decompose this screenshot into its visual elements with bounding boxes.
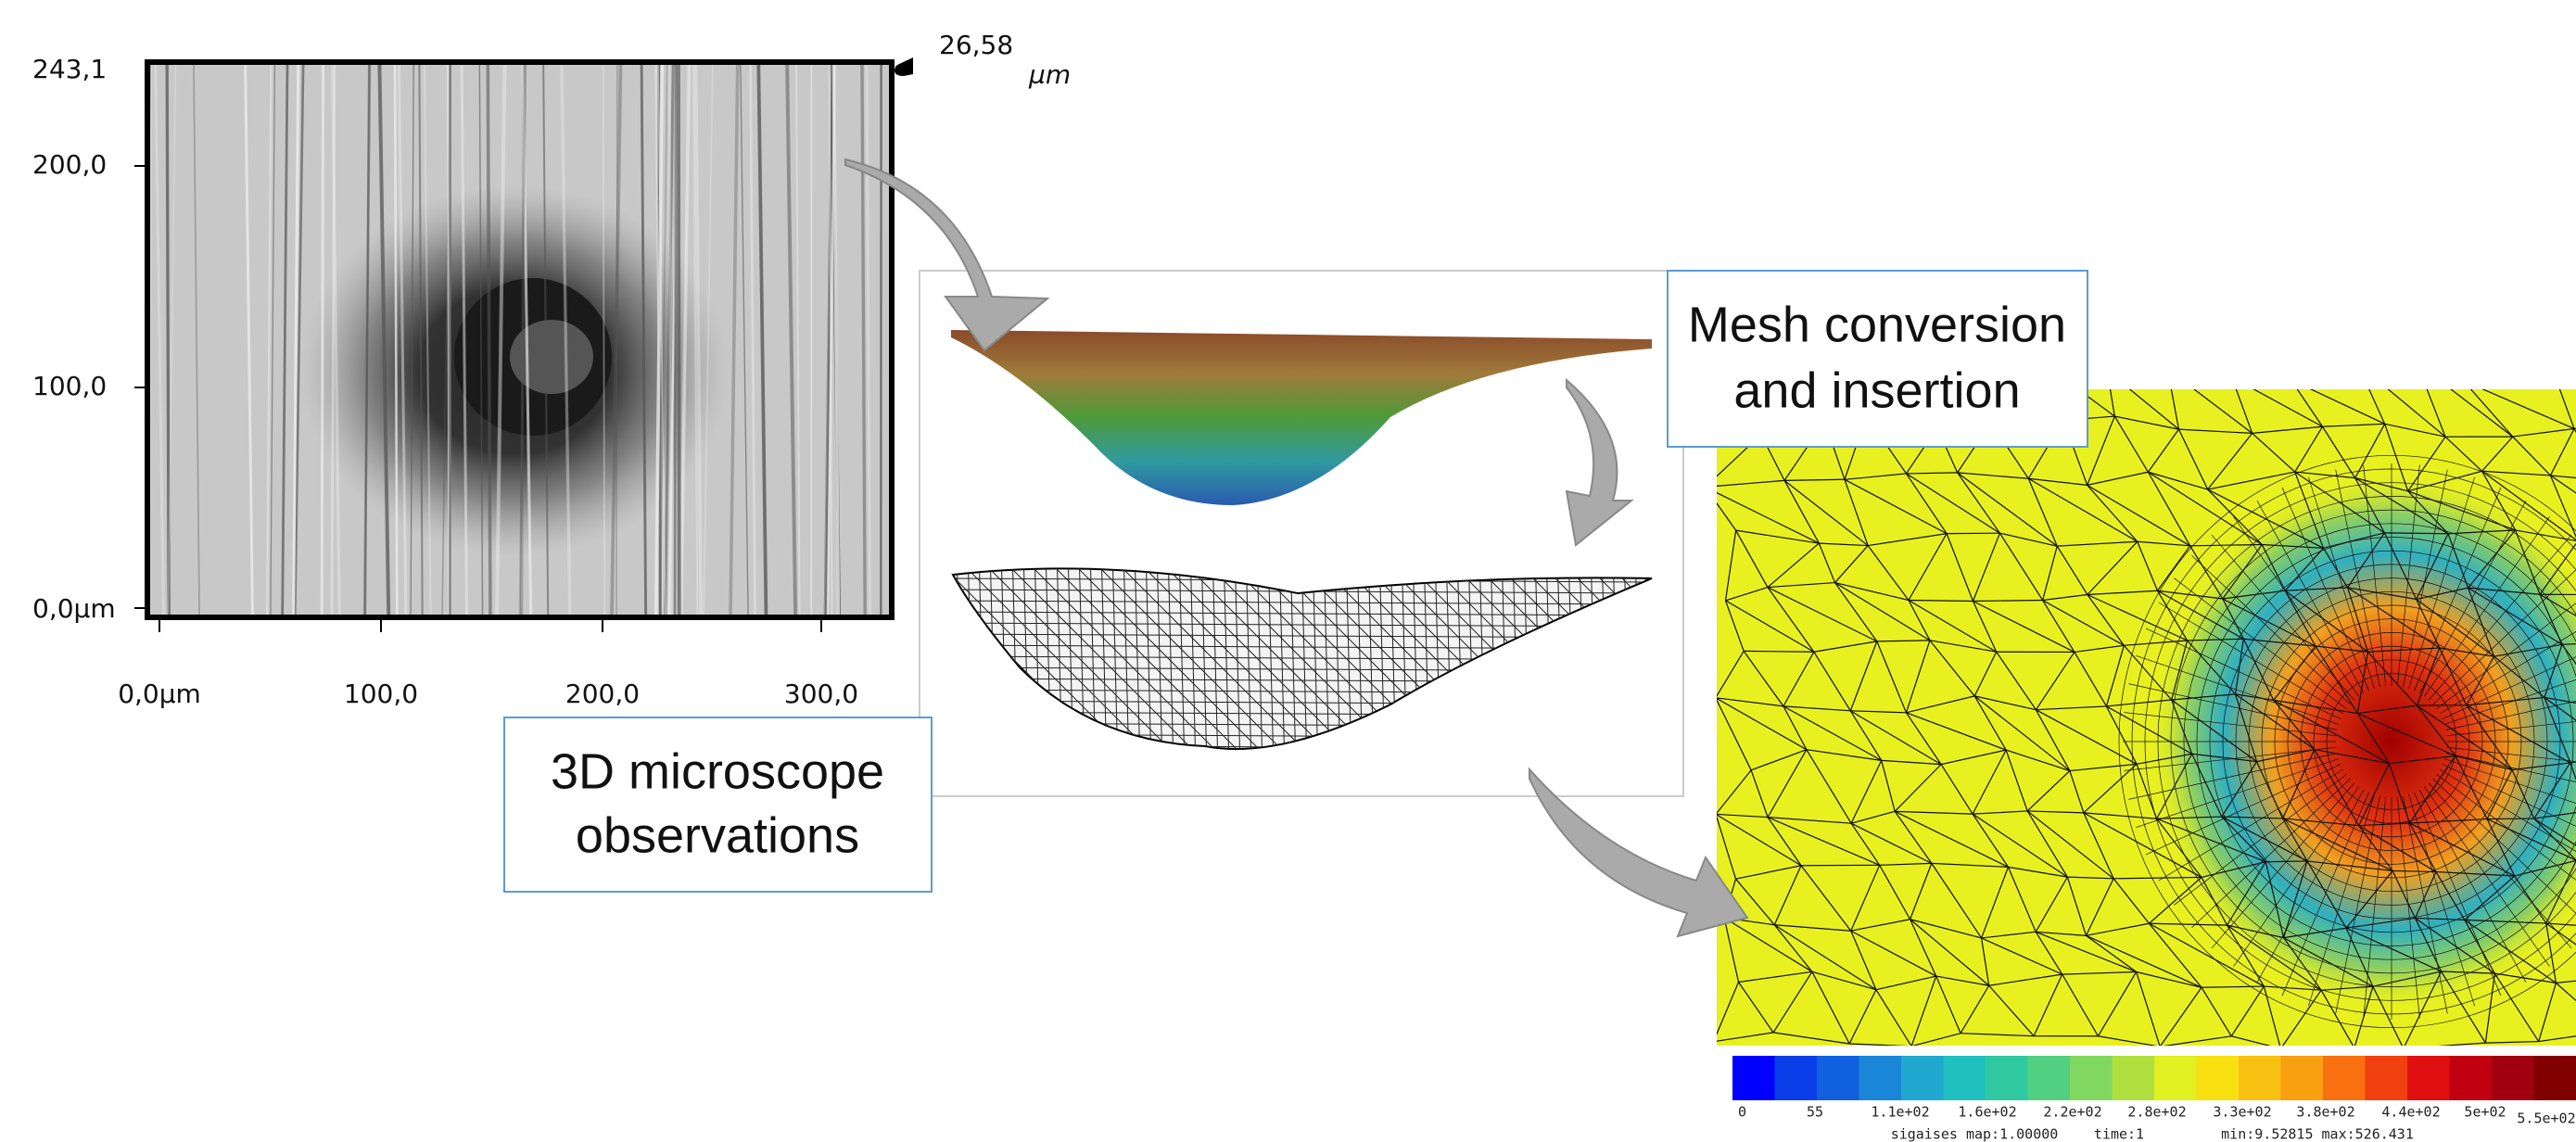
- depth-unit: µm: [1028, 59, 1071, 90]
- colorbar-label: 5e+02: [2464, 1104, 2506, 1121]
- colorbar-label: 1.6e+02: [1958, 1104, 2016, 1121]
- footer-text: time:1: [2094, 1126, 2144, 1142]
- label-text: observations: [576, 807, 859, 863]
- colorbar-segment: [1986, 1056, 2028, 1100]
- colorbar-segment: [2323, 1056, 2366, 1100]
- colorbar-segment: [2154, 1056, 2197, 1100]
- footer-text: min:9.52815 max:526.431: [2221, 1126, 2414, 1142]
- x-axis-label: 200,0: [565, 679, 640, 709]
- mesh-edge: [2463, 361, 2549, 380]
- colorbar-segment: [2450, 1056, 2493, 1100]
- label-text: 3D microscope: [551, 743, 884, 799]
- colorbar-label: 55: [1807, 1104, 1823, 1121]
- mesh-edge: [2549, 361, 2576, 365]
- colorbar-segment: [2407, 1056, 2450, 1100]
- x-axis-label: 0,0µm: [118, 679, 201, 709]
- colorbar-segment: [2197, 1056, 2240, 1100]
- label-text: Mesh conversion: [1688, 297, 2066, 352]
- colorbar-segment: [1859, 1056, 1902, 1100]
- colorbar-segment: [1944, 1056, 1986, 1100]
- label-text: and insertion: [1733, 362, 2020, 418]
- colorbar-segment: [2028, 1056, 2071, 1100]
- mesh-edge: [2232, 377, 2291, 380]
- scratch: [675, 62, 676, 617]
- colorbar-segment: [1817, 1056, 1859, 1100]
- footer-text: sigaises map:1.00000: [1891, 1126, 2059, 1142]
- colorbar-label: 0: [1738, 1104, 1746, 1121]
- depth-max: 26,58: [939, 30, 1013, 60]
- scratch: [669, 62, 671, 617]
- colorbar-segment: [2281, 1056, 2324, 1100]
- depth-marker: [895, 57, 913, 76]
- mesh-edge: [2357, 363, 2417, 364]
- scratch: [322, 62, 323, 617]
- mesh-edge: [2167, 369, 2231, 377]
- x-axis-label: 300,0: [784, 679, 858, 709]
- y-axis-label: 100,0: [32, 371, 107, 401]
- colorbar-segment: [2070, 1056, 2113, 1100]
- colorbar-label: 2.8e+02: [2127, 1104, 2186, 1121]
- microscope-image: [145, 62, 892, 617]
- colorbar-segment: [2366, 1056, 2408, 1100]
- mesh-edge: [2417, 363, 2463, 381]
- y-axis-label: 200,0: [32, 149, 107, 180]
- mesh-edge: [2290, 364, 2357, 380]
- colorbar: [1732, 1056, 2576, 1100]
- figure: 243,1 200,0 100,0 0,0µm 0,0µm 100,0 200,…: [0, 0, 2576, 1142]
- colorbar-label: 5.5e+02: [2517, 1110, 2575, 1127]
- colorbar-label: 3.3e+02: [2213, 1104, 2271, 1121]
- y-axis-label: 243,1: [32, 54, 107, 84]
- colorbar-label: 2.2e+02: [2043, 1104, 2101, 1121]
- colorbar-segment: [2113, 1056, 2155, 1100]
- colorbar-segment: [2534, 1056, 2576, 1100]
- colorbar-segment: [2492, 1056, 2534, 1100]
- colorbar-label: 3.8e+02: [2296, 1104, 2354, 1121]
- simulation-image: [1706, 361, 2576, 1142]
- colorbar-segment: [1775, 1056, 1818, 1100]
- mesh-edge: [2107, 369, 2167, 371]
- colorbar-segment: [1901, 1056, 1944, 1100]
- colorbar-segment: [2239, 1056, 2281, 1100]
- x-axis-label: 100,0: [344, 679, 418, 709]
- colorbar-segment: [1732, 1056, 1775, 1100]
- colorbar-label: 1.1e+02: [1871, 1104, 1929, 1121]
- y-axis-label: 0,0µm: [32, 593, 116, 624]
- colorbar-label: 4.4e+02: [2381, 1104, 2440, 1121]
- mesh-edge: [1744, 651, 1814, 652]
